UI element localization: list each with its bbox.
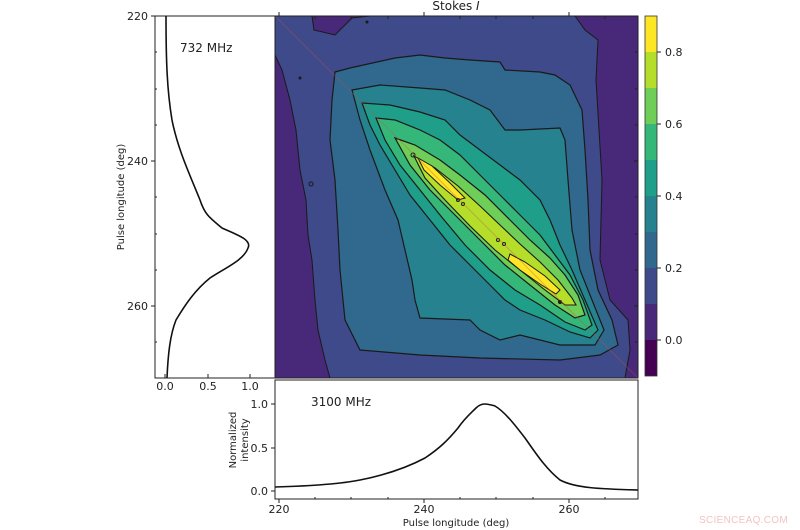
colorbar-tick: 0.8 [665,46,683,59]
bottom-y-tick: 0.0 [251,485,269,498]
main-title: Stokes I [432,0,480,13]
left-y-label: Pulse longitude (deg) [116,144,127,251]
bottom-x-tick: 240 [414,503,435,516]
bottom-x-tick: 260 [559,503,580,516]
bottom-profile-panel: 3100 MHz 1.0 0.5 0.0 220 240 260 Pulse l… [228,379,639,529]
stokes-heatmap [275,16,638,378]
main-ticks [278,12,638,343]
bottom-y-label-line1: Normalized [228,412,239,469]
watermark: SCIENCEAQ.COM [699,515,788,526]
left-x-tick: 0.0 [156,380,174,393]
left-y-tick: 260 [127,300,148,313]
bottom-x-tick: 220 [269,503,290,516]
colorbar-tick: 0.6 [665,118,683,131]
bottom-profile-curve [274,403,639,491]
left-x-tick: 0.5 [199,380,217,393]
colorbar-tick: 0.0 [665,334,683,347]
bottom-y-tick: 0.5 [251,442,269,455]
left-x-tick: 1.0 [241,380,259,393]
colorbar-tick: 0.2 [665,262,683,275]
colorbar-tick: 0.4 [665,190,683,203]
bottom-annotation: 3100 MHz [311,395,371,409]
colorbar: 0.8 0.6 0.4 0.2 0.0 [644,15,683,377]
left-profile-panel: 732 MHz 220 240 260 0.0 0.5 1.0 Pulse lo… [116,10,276,393]
bottom-y-tick: 1.0 [251,398,269,411]
bottom-y-label-line2: intensity [240,418,251,461]
left-annotation: 732 MHz [180,41,232,55]
left-profile-curve [165,15,250,379]
left-y-tick: 220 [127,10,148,23]
bottom-x-label: Pulse longitude (deg) [403,518,510,529]
left-y-tick: 240 [127,155,148,168]
